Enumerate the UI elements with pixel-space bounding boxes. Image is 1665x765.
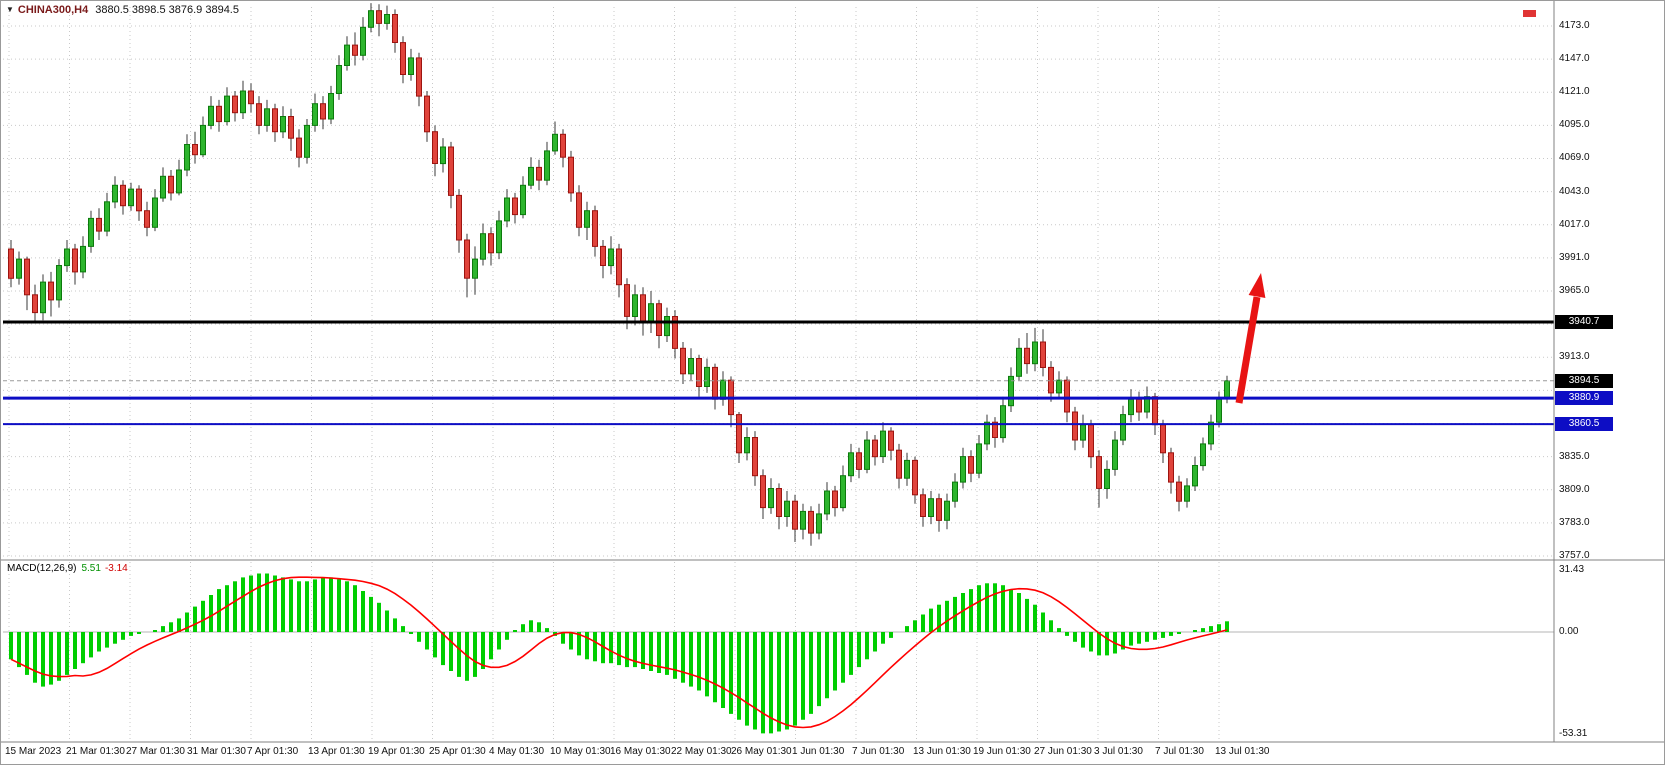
red-marker-icon: [1523, 10, 1536, 17]
ohlc-values: 3880.5 3898.5 3876.9 3894.5: [95, 4, 239, 16]
symbol-dropdown-icon[interactable]: ▼: [6, 5, 14, 14]
macd-main-value: 5.51: [81, 563, 101, 574]
trend-arrow: [1235, 273, 1266, 404]
chart-title: ▼ CHINA300,H4 3880.5 3898.5 3876.9 3894.5: [6, 4, 239, 16]
macd-name: MACD(12,26,9): [7, 563, 77, 574]
macd-indicator-label: MACD(12,26,9) 5.51 -3.14: [7, 563, 128, 574]
macd-signal-value: -3.14: [104, 563, 128, 574]
symbol-period-label: CHINA300,H4: [17, 4, 89, 16]
